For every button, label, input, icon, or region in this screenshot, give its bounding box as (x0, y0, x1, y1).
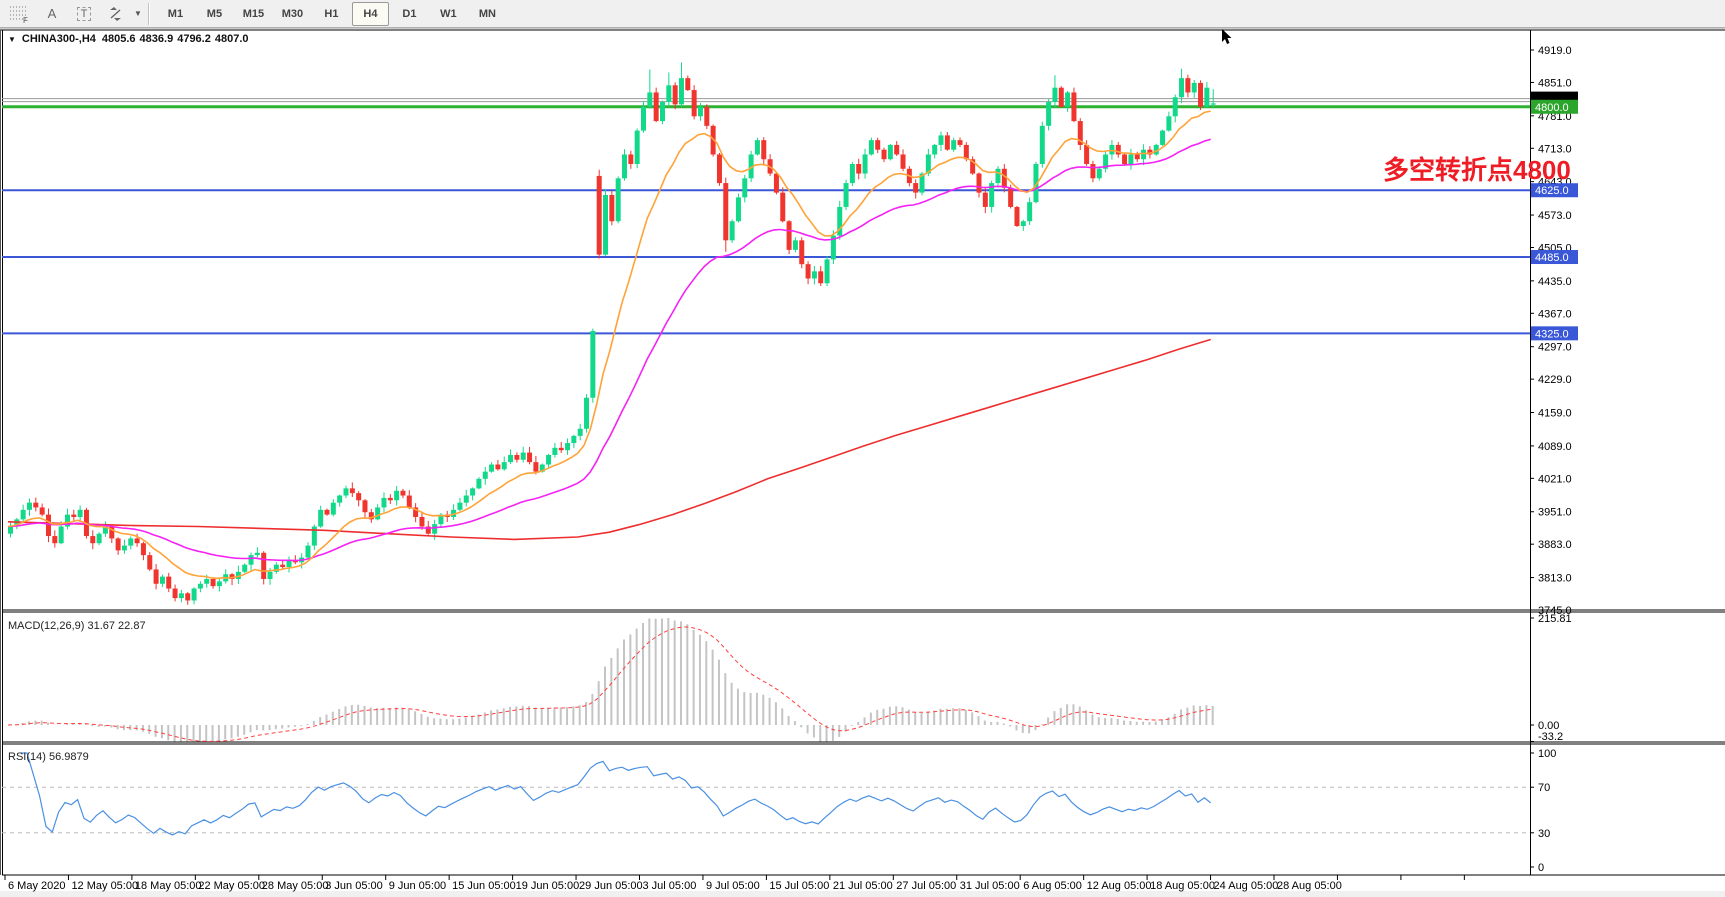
toolbar: F A T ▼ M1 M5 M15 M30 H1 H4 D1 W1 MN (0, 0, 1725, 28)
timeframe-button-m30[interactable]: M30 (281, 7, 304, 20)
bottom-strip (0, 891, 1725, 897)
macd-signal-line (7, 626, 1211, 742)
timeframe-button-h1[interactable]: H1 (324, 7, 339, 20)
ma-slow-red (7, 338, 1211, 541)
svg-text:4089.0: 4089.0 (1538, 441, 1572, 453)
svg-text:31 Jul 05:00: 31 Jul 05:00 (960, 880, 1020, 892)
ohlc-high: 4836.9 (139, 33, 174, 45)
timeframe-button-m15[interactable]: M15 (242, 7, 265, 20)
macd-label: MACD(12,26,9) 31.67 22.87 (8, 620, 146, 632)
timeframe-button-h4[interactable]: H4 (351, 1, 389, 26)
timeframe-button-d1[interactable]: D1 (402, 7, 417, 20)
svg-text:4573.0: 4573.0 (1538, 210, 1572, 222)
svg-text:4919.0: 4919.0 (1538, 45, 1572, 57)
svg-text:15 Jun 05:00: 15 Jun 05:00 (452, 880, 516, 892)
chevron-down-icon[interactable]: ▼ (134, 9, 142, 18)
timeframe-button-mn[interactable]: MN (478, 7, 496, 20)
svg-text:15 Jul 05:00: 15 Jul 05:00 (769, 880, 829, 892)
symbol-dropdown-icon[interactable]: ▼ (8, 34, 16, 44)
svg-text:3951.0: 3951.0 (1538, 507, 1572, 519)
svg-text:4021.0: 4021.0 (1538, 473, 1572, 485)
ma-mid-magenta (7, 138, 1211, 562)
svg-text:9 Jun 05:00: 9 Jun 05:00 (389, 880, 447, 892)
timeframe-button-m1[interactable]: M1 (167, 7, 184, 20)
svg-text:19 Jun 05:00: 19 Jun 05:00 (516, 880, 580, 892)
chart-title: ▼ CHINA300-,H4 4805.6 4836.9 4796.2 4807… (8, 33, 249, 45)
mouse-cursor-icon (1222, 29, 1232, 44)
ohlc-low: 4796.2 (177, 33, 211, 45)
svg-text:30: 30 (1538, 828, 1550, 840)
svg-text:0: 0 (1538, 862, 1544, 874)
svg-text:12 May 05:00: 12 May 05:00 (71, 880, 138, 892)
ohlc-open: 4805.6 (101, 33, 136, 45)
svg-text:4229.0: 4229.0 (1538, 374, 1572, 386)
chart-region[interactable]: 4919.0 4851.0 4781.0 4713.0 4643.0 4573.0 4505… (0, 28, 1725, 897)
macd-histogram (15, 618, 1214, 742)
svg-text:4367.0: 4367.0 (1538, 308, 1572, 320)
svg-text:215.81: 215.81 (1538, 613, 1572, 625)
svg-text:18 May 05:00: 18 May 05:00 (135, 880, 202, 892)
text-box-icon: T (76, 6, 92, 21)
svg-text:6 May 2020: 6 May 2020 (8, 880, 65, 892)
price-axis: 4919.04851.04781.04713.04643.04573.04505… (1530, 45, 1578, 874)
svg-text:24 Aug 05:00: 24 Aug 05:00 (1214, 880, 1279, 892)
svg-text:4159.0: 4159.0 (1538, 408, 1572, 420)
timeframe-button-m5[interactable]: M5 (206, 7, 223, 20)
ma-fast-orange (7, 110, 1211, 580)
svg-text:9 Jul 05:00: 9 Jul 05:00 (706, 880, 760, 892)
fibonacci-grid-icon: F (10, 6, 28, 23)
svg-text:4297.0: 4297.0 (1538, 342, 1572, 354)
svg-text:3 Jun 05:00: 3 Jun 05:00 (325, 880, 383, 892)
svg-text:22 May 05:00: 22 May 05:00 (198, 880, 265, 892)
svg-text:28 Aug 05:00: 28 Aug 05:00 (1277, 880, 1342, 892)
svg-text:3745.0: 3745.0 (1538, 605, 1572, 617)
svg-text:4325.0: 4325.0 (1535, 328, 1569, 340)
svg-text:4485.0: 4485.0 (1535, 252, 1569, 264)
svg-text:12 Aug 05:00: 12 Aug 05:00 (1087, 880, 1152, 892)
svg-text:29 Jun 05:00: 29 Jun 05:00 (579, 880, 643, 892)
text-label-icon: A (47, 6, 57, 21)
svg-text:0.00: 0.00 (1538, 720, 1559, 732)
svg-text:4851.0: 4851.0 (1538, 77, 1572, 89)
svg-text:3883.0: 3883.0 (1538, 539, 1572, 551)
fibonacci-grid-tool[interactable]: F (5, 2, 35, 26)
candles (8, 62, 1216, 605)
svg-text:4781.0: 4781.0 (1538, 111, 1572, 123)
arrows-icon (110, 6, 121, 21)
price-chart[interactable]: 4919.04851.04781.04713.04643.04573.04505… (0, 28, 1725, 897)
svg-text:100: 100 (1538, 748, 1556, 760)
svg-text:21 Jul 05:00: 21 Jul 05:00 (833, 880, 893, 892)
svg-text:28 May 05:00: 28 May 05:00 (262, 880, 329, 892)
svg-text:3813.0: 3813.0 (1538, 573, 1572, 585)
svg-text:27 Jul 05:00: 27 Jul 05:00 (896, 880, 956, 892)
svg-text:6 Aug 05:00: 6 Aug 05:00 (1023, 880, 1082, 892)
arrows-tool[interactable] (101, 2, 131, 26)
toolbar-separator (147, 2, 150, 25)
text-label-tool[interactable]: A (37, 2, 67, 26)
text-box-tool[interactable]: T (69, 2, 99, 26)
svg-text:3 Jul 05:00: 3 Jul 05:00 (643, 880, 697, 892)
svg-text:18 Aug 05:00: 18 Aug 05:00 (1150, 880, 1215, 892)
svg-text:70: 70 (1538, 782, 1550, 794)
rsi-line (20, 752, 1212, 836)
annotation-text: 多空转折点4800 (1383, 155, 1571, 185)
svg-text:-33.2: -33.2 (1538, 731, 1563, 743)
svg-text:4435.0: 4435.0 (1538, 276, 1572, 288)
svg-text:4625.0: 4625.0 (1535, 185, 1569, 197)
svg-text:4800.0: 4800.0 (1535, 102, 1569, 114)
symbol-name: CHINA300-,H4 (21, 33, 96, 45)
svg-text:4713.0: 4713.0 (1538, 143, 1572, 155)
timeframe-button-w1[interactable]: W1 (440, 7, 457, 20)
svg-text:F: F (23, 16, 28, 23)
rsi-label: RSI(14) 56.9879 (8, 751, 89, 763)
ohlc-close: 4807.0 (214, 33, 249, 45)
